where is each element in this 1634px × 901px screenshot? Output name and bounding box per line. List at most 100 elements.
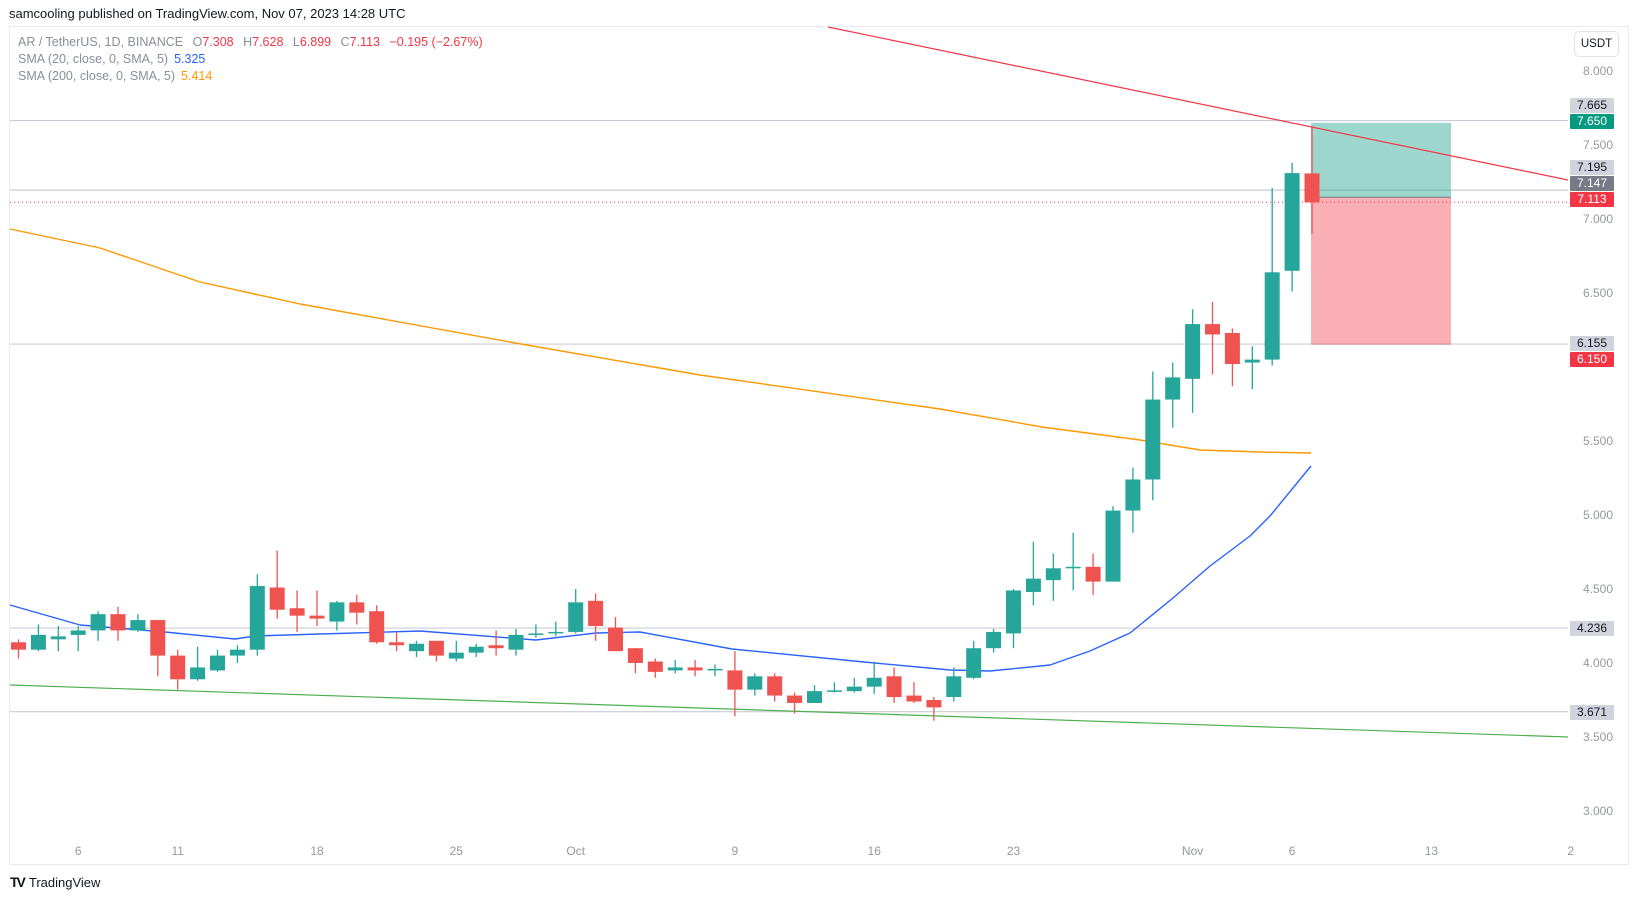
target-zone[interactable] [1311,122,1451,198]
candle [1085,553,1101,595]
candle [608,617,623,652]
time-tick-label: Oct [566,844,585,858]
currency-unit-button[interactable]: USDT [1574,31,1619,57]
candle-body [866,677,882,687]
candle [588,593,604,641]
candle [906,682,922,703]
time-tick-label: Nov [1182,844,1203,858]
candle-body [249,586,265,650]
candle [568,589,584,634]
candle-body [1264,272,1280,360]
sma200-value: 5.414 [181,69,213,83]
candle-body [568,602,584,632]
time-tick-label: 9 [732,844,739,858]
candle-body [508,634,524,650]
chart-frame [9,26,1629,865]
candle [667,660,683,674]
candle [428,640,444,662]
candle [886,667,902,703]
candle-body [647,661,663,672]
price-tick-label: 5.500 [1583,434,1613,448]
candlesticks [11,126,1320,721]
candle-body [389,642,405,646]
candle-body [50,636,66,640]
candle [150,620,166,677]
candle [508,628,524,656]
candle [1145,371,1161,501]
candle-body [1165,377,1181,400]
candle [448,640,464,662]
candle-body [1185,324,1201,379]
candle [767,673,783,702]
candle-body [1224,332,1240,365]
candle-body [349,602,365,613]
candle [647,658,663,678]
candle [30,624,46,652]
candle [1105,506,1121,582]
long-position-tool[interactable] [1311,122,1451,345]
price-tick-label: 7.500 [1583,138,1613,152]
time-tick-label: 6 [1289,844,1296,858]
open-value: 7.308 [202,35,234,49]
symbol-ohlc-row[interactable]: AR / TetherUS, 1D, BINANCE O7.308 H7.628… [18,34,483,51]
candle [787,692,803,714]
price-tag-grey: 6.155 [1570,336,1614,351]
candle-body [468,646,484,653]
candle [1045,553,1061,601]
candle [70,626,86,652]
candle-body [807,691,822,703]
candle-body [130,620,146,631]
price-tag-grey: 7.195 [1570,160,1614,175]
price-tag-grey: 3.671 [1570,705,1614,720]
footer-branding[interactable]: TV TradingView [10,874,100,890]
candle-body [986,631,1002,649]
candle-body [1125,479,1141,511]
candle [1304,126,1320,234]
price-tag-teal: 7.650 [1570,114,1614,129]
candle [1165,362,1181,428]
support-trendline[interactable] [9,684,1569,738]
candle-body [369,611,385,643]
candle [528,624,544,638]
candle [229,645,245,663]
candle-body [707,668,723,671]
candle-body [170,655,186,680]
candle-body [966,648,982,678]
open-label: O [192,35,203,49]
close-label: C [340,35,350,49]
candle [249,574,265,656]
time-axis[interactable]: 6 11 18 25 Oct 9 16 23 Nov 6 13 2 [75,844,1575,858]
price-axis[interactable]: 8.000 7.500 7.000 6.500 5.500 5.000 4.500 4.000… [1568,27,1628,847]
time-tick-label: 23 [1007,844,1021,858]
low-value: 6.899 [299,35,332,49]
candle [926,697,942,721]
sma20-legend-row[interactable]: SMA (20, close, 0, SMA, 5) 5.325 [18,51,483,68]
candle-body [488,645,504,649]
candle-body [1244,359,1260,363]
candle [488,630,504,656]
time-tick-label: 2 [1567,844,1574,858]
tradingview-brand-text: TradingView [28,874,101,890]
candle-body [409,643,424,652]
trendlines[interactable] [9,26,1569,738]
candle-body [687,667,703,671]
candle [687,660,703,677]
candle [349,594,365,625]
candle-body [269,587,285,610]
time-tick-label: 25 [450,844,464,858]
candle [210,649,225,672]
high-value: 7.628 [252,35,284,49]
candle-body [548,631,564,634]
candle [468,643,484,658]
price-tick-label: 4.000 [1583,656,1613,670]
sma200-legend-row[interactable]: SMA (200, close, 0, SMA, 5) 5.414 [18,68,483,85]
price-tick-label: 4.500 [1583,582,1613,596]
time-tick-label: 18 [310,844,324,858]
stop-zone[interactable] [1311,197,1451,345]
candle [747,673,763,696]
candle [329,600,345,631]
resistance-trendline[interactable] [827,26,1569,181]
candle-body [588,600,604,626]
candle [1244,346,1260,390]
